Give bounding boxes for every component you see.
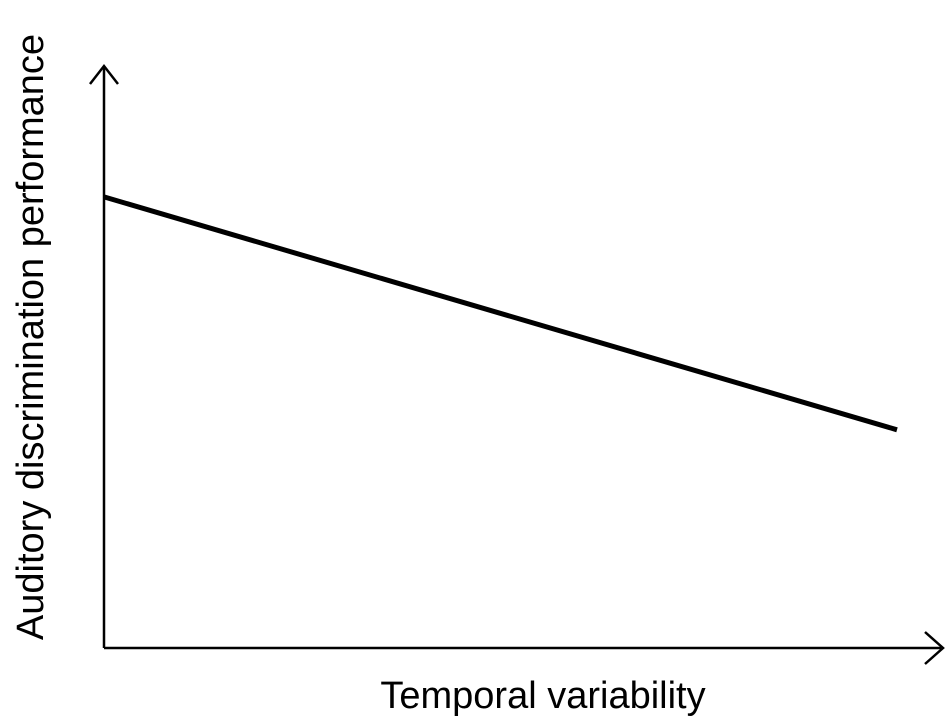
- x-axis-arrow: [924, 631, 945, 665]
- x-axis-label: Temporal variability: [380, 675, 705, 717]
- series-line-0: [103, 194, 898, 433]
- y-axis-arrow: [89, 63, 119, 85]
- y-axis: [89, 63, 119, 648]
- x-axis: [104, 631, 945, 665]
- y-axis-label: Auditory discrimination performance: [10, 34, 52, 640]
- series-layer: [103, 194, 898, 433]
